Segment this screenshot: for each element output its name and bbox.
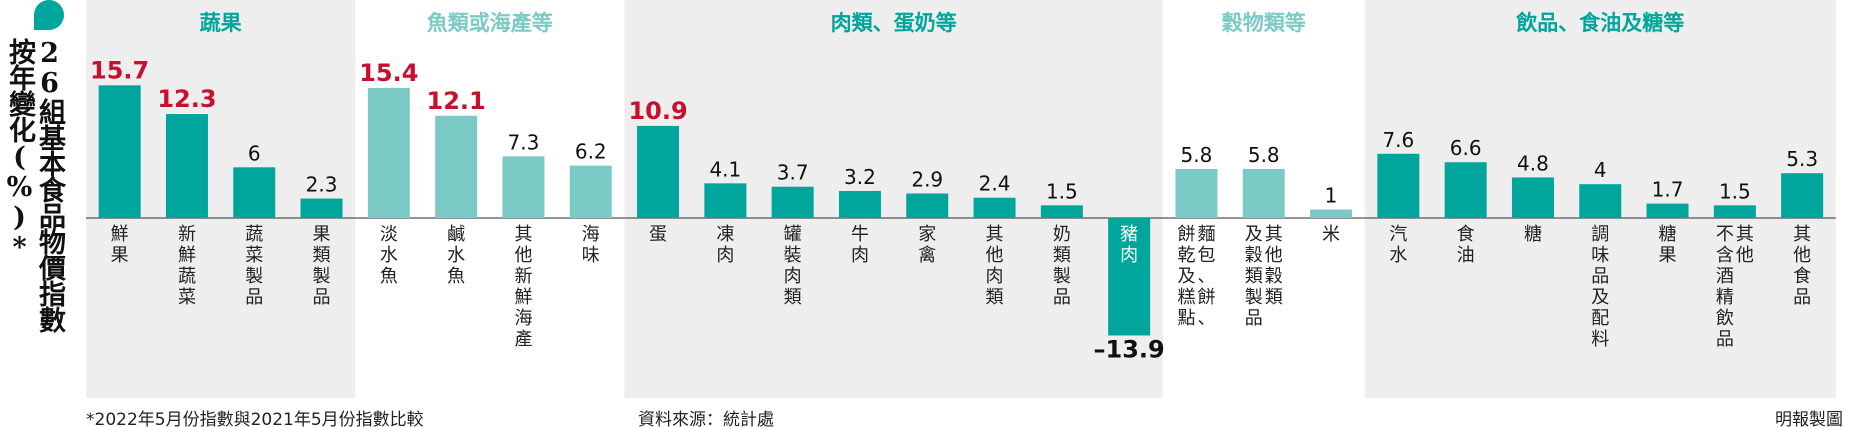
value-label: 10.9 xyxy=(628,97,687,125)
value-label: 4.1 xyxy=(709,157,741,181)
value-label: 2.4 xyxy=(979,172,1011,196)
group-title: 魚類或海產等 xyxy=(427,11,553,35)
bar xyxy=(502,156,545,218)
bar xyxy=(1377,153,1420,218)
category-label: 其他食品 xyxy=(1793,224,1811,308)
category-label: 家禽 xyxy=(918,224,936,266)
group-title: 穀物類等 xyxy=(1222,11,1306,35)
value-label: 1.5 xyxy=(1719,179,1751,203)
category-label: 蛋 xyxy=(649,224,667,245)
bar xyxy=(233,167,276,218)
category-label: 汽水 xyxy=(1389,224,1407,266)
bar xyxy=(838,190,881,218)
value-label: 12.1 xyxy=(427,87,486,115)
category-label: 罐裝肉類 xyxy=(784,224,802,308)
value-label: 5.3 xyxy=(1786,147,1818,171)
bar xyxy=(367,87,410,219)
category-label: 米 xyxy=(1322,224,1340,245)
category-label: 鮮果 xyxy=(111,224,129,266)
value-label: 5.8 xyxy=(1248,143,1280,167)
category-label: 其他 xyxy=(1736,224,1754,266)
bar xyxy=(637,125,680,218)
category-label: 奶類製品 xyxy=(1053,224,1071,308)
category-label: 鹹水魚 xyxy=(447,224,465,287)
value-label: 3.2 xyxy=(844,165,876,189)
bar xyxy=(1310,209,1353,218)
chart-subtitle: 按年變化(%)* xyxy=(4,38,35,262)
value-label: 7.3 xyxy=(508,130,540,154)
category-label: 餅乾及糕點 xyxy=(1177,224,1195,329)
category-label: 麵包、餅、 xyxy=(1197,224,1215,329)
category-label: 新鮮蔬菜 xyxy=(178,224,196,308)
bar xyxy=(1646,203,1689,218)
value-label: 15.7 xyxy=(90,56,149,84)
value-label: 1.7 xyxy=(1652,178,1684,202)
value-label: 2.9 xyxy=(911,167,943,191)
category-label: 調味品及配料 xyxy=(1591,224,1609,350)
group-title: 蔬果 xyxy=(200,11,242,35)
category-label: 不含酒精飲品 xyxy=(1716,224,1734,350)
bar xyxy=(906,193,949,218)
category-label: 豬肉 xyxy=(1120,224,1138,266)
bar xyxy=(771,186,814,218)
credit-note: 明報製圖 xyxy=(1775,410,1843,427)
footnote: *2022年5月份指數與2021年5月份指數比較 xyxy=(86,410,424,427)
category-label: 糖果 xyxy=(1659,224,1677,266)
category-label: 淡水魚 xyxy=(380,224,398,287)
bar xyxy=(1175,168,1218,218)
category-label: 海味 xyxy=(582,224,600,266)
value-label: 15.4 xyxy=(359,59,418,87)
value-label: 2.3 xyxy=(306,173,338,197)
category-label: 糖 xyxy=(1524,224,1542,245)
bar xyxy=(1579,184,1622,218)
bar xyxy=(1781,173,1824,218)
category-label: 凍肉 xyxy=(716,224,734,266)
bar xyxy=(98,85,141,219)
value-label: 4.8 xyxy=(1517,151,1549,175)
bar xyxy=(1444,162,1487,218)
bar xyxy=(1713,205,1756,218)
bar xyxy=(973,197,1016,218)
category-label: 食油 xyxy=(1457,224,1475,266)
group-title: 飲品、食油及糖等 xyxy=(1515,11,1684,35)
bar xyxy=(1040,205,1083,218)
bar xyxy=(165,114,208,218)
bar xyxy=(435,115,478,218)
bar xyxy=(300,198,343,218)
category-label: 及穀類製品 xyxy=(1245,224,1263,329)
value-label: 5.8 xyxy=(1181,143,1213,167)
bar xyxy=(1242,168,1285,218)
bar xyxy=(1108,218,1151,336)
value-label: 6.2 xyxy=(575,140,607,164)
category-label: 果類製品 xyxy=(313,224,331,308)
group-title: 肉類、蛋奶等 xyxy=(831,11,957,35)
chart-title: 26組基本食品物價指數 xyxy=(34,38,65,332)
bar xyxy=(1511,177,1554,218)
bar xyxy=(569,165,612,218)
value-label: 12.3 xyxy=(157,85,216,113)
speech-bubble-icon xyxy=(34,0,64,30)
category-label: 蔬菜製品 xyxy=(245,224,263,308)
category-label: 牛肉 xyxy=(851,224,869,266)
value-label: 3.7 xyxy=(777,161,809,185)
value-label: 6 xyxy=(248,141,261,165)
value-label: 1 xyxy=(1325,184,1338,208)
category-label: 其他肉類 xyxy=(986,224,1004,308)
value-label: –13.9 xyxy=(1094,335,1165,363)
value-label: 1.5 xyxy=(1046,179,1078,203)
value-label: 4 xyxy=(1594,158,1607,182)
value-label: 7.6 xyxy=(1382,128,1414,152)
chart-title-block: 26組基本食品物價指數 按年變化(%)* xyxy=(0,0,86,360)
category-label: 其他穀類 xyxy=(1265,224,1283,308)
bar xyxy=(704,183,747,218)
value-label: 6.6 xyxy=(1450,136,1482,160)
category-label: 其他新鮮海產 xyxy=(514,224,532,350)
source-note: 資料來源：統計處 xyxy=(638,410,774,427)
